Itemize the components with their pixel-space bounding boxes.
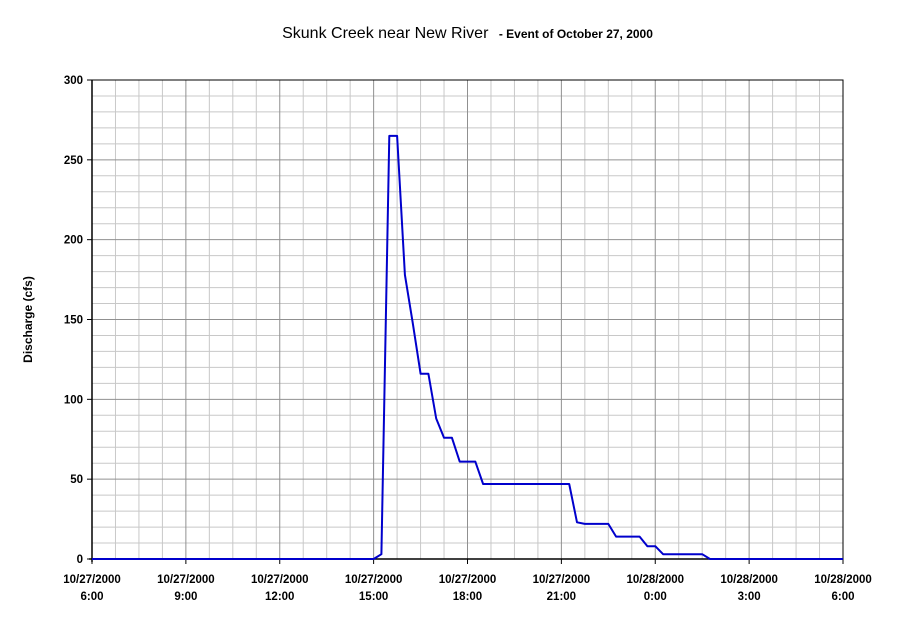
x-tick-label-date: 10/28/2000 <box>720 574 778 586</box>
y-axis-ticks: 0 50 100 150 200 250 300 <box>64 75 83 566</box>
chart-title: Skunk Creek near New River - Event of Oc… <box>282 25 653 42</box>
y-tick-label: 250 <box>64 155 83 167</box>
y-tick-label: 150 <box>64 315 83 327</box>
x-tick-label-time: 6:00 <box>831 591 854 603</box>
y-tick-label: 0 <box>77 554 83 566</box>
x-axis-ticks: 10/27/2000 6:00 10/27/2000 9:00 10/27/2000 12… <box>63 574 872 603</box>
x-tick-label-date: 10/27/2000 <box>533 574 591 586</box>
x-tick-label-time: 3:00 <box>738 591 761 603</box>
x-tick-label-date: 10/27/2000 <box>439 574 497 586</box>
discharge-series-line <box>92 134 843 560</box>
x-tick-label-date: 10/27/2000 <box>157 574 215 586</box>
x-tick-label-time: 12:00 <box>265 591 294 603</box>
x-tick-label-date: 10/28/2000 <box>626 574 684 586</box>
y-tick-label: 100 <box>64 394 83 406</box>
major-gridlines <box>92 80 843 559</box>
y-axis-label: Discharge (cfs) <box>21 276 35 363</box>
x-tick-label-date: 10/28/2000 <box>814 574 872 586</box>
y-tick-label: 50 <box>70 474 83 486</box>
x-tick-label-date: 10/27/2000 <box>63 574 121 586</box>
y-tick-label: 200 <box>64 235 83 247</box>
chart-title-main: Skunk Creek near New River <box>282 25 489 42</box>
axes <box>87 79 844 564</box>
x-tick-label-time: 21:00 <box>547 591 576 603</box>
y-tick-label: 300 <box>64 75 83 87</box>
series-group <box>92 134 843 560</box>
x-tick-label-date: 10/27/2000 <box>251 574 309 586</box>
x-tick-label-time: 9:00 <box>174 591 197 603</box>
x-tick-label-time: 6:00 <box>80 591 103 603</box>
x-tick-label-time: 15:00 <box>359 591 388 603</box>
chart-subtitle: - Event of October 27, 2000 <box>499 27 653 41</box>
x-tick-label-time: 0:00 <box>644 591 667 603</box>
x-tick-label-time: 18:00 <box>453 591 482 603</box>
x-tick-label-date: 10/27/2000 <box>345 574 403 586</box>
